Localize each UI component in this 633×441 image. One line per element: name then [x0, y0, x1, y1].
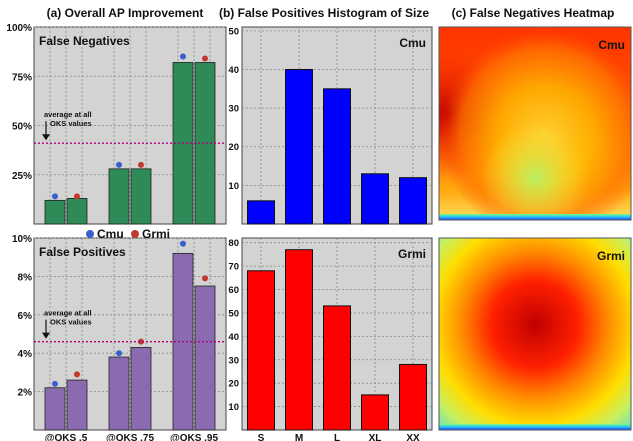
heatmap-cmu: Cmu: [438, 26, 632, 221]
false-positives-bar-grmi-oks-75: [130, 347, 152, 431]
histogram-cmu-ytick-20: 20: [228, 142, 239, 153]
histogram-cmu-bar-m: [285, 68, 313, 225]
false-positives-annotation-line1: average at all: [44, 309, 92, 318]
false-positives-marker-cmu-oks-5: [52, 380, 58, 387]
histogram-cmu-bar-s: [247, 200, 275, 225]
false-positives-marker-cmu-oks-75: [116, 350, 122, 357]
header-c: (c) False Negatives Heatmap: [452, 6, 615, 20]
heatmap-cmu-label: Cmu: [598, 38, 625, 52]
false-positives-marker-grmi-oks-95: [202, 275, 208, 282]
histogram-grmi-ytick-70: 70: [228, 262, 239, 273]
histogram-grmi-ytick-10: 10: [228, 402, 239, 413]
histogram-grmi-bar-m: [285, 249, 313, 431]
false-negatives-annotation-arrow-head: [42, 134, 50, 141]
false-positives-marker-grmi-oks-75: [138, 338, 144, 345]
histogram-grmi-bar-l: [323, 305, 351, 431]
header-a: (a) Overall AP Improvement: [47, 6, 204, 20]
legend-label-grmi: Grmi: [142, 227, 170, 241]
header-b: (b) False Positives Histogram of Size: [219, 6, 429, 20]
false-positives-ytick-8: 8%: [18, 272, 33, 283]
false-negatives-annotation-line2: OKS values: [50, 119, 92, 128]
false-positives-chart: 2% 4% 6% 8% 10% @OKS .5 @OKS .75 @OKS .95 averag…: [12, 234, 227, 441]
false-negatives-ytick-25: 25%: [12, 171, 32, 182]
false-positives-xtick-oks-5: @OKS .5: [45, 433, 88, 441]
false-positives-ytick-2: 2%: [18, 388, 33, 399]
false-positives-ytick-6: 6%: [18, 311, 33, 322]
histogram-grmi-bar-xl: [361, 394, 389, 431]
legend-marker-grmi: [131, 230, 139, 238]
false-negatives-bar-cmu-oks-75: [108, 168, 130, 225]
histogram-grmi-xtick-l: L: [334, 433, 340, 441]
false-negatives-marker-grmi-oks-95: [202, 55, 208, 62]
false-positives-annotation-line2: OKS values: [50, 318, 92, 327]
histogram-cmu-ytick-30: 30: [228, 104, 239, 115]
false-positives-bar-cmu-oks-5: [44, 387, 66, 431]
false-positives-ytick-4: 4%: [18, 349, 33, 360]
heatmap-grmi-label: Grmi: [597, 249, 625, 263]
false-positives-ytick-10: 10%: [12, 234, 32, 245]
false-negatives-bar-grmi-oks-75: [130, 168, 152, 225]
false-negatives-bar-grmi-oks-5: [66, 197, 88, 225]
false-negatives-marker-cmu-oks-95: [180, 53, 186, 60]
false-positives-bar-grmi-oks-5: [66, 379, 88, 431]
histogram-grmi-bar-xx: [399, 363, 427, 431]
histogram-cmu-bar-l: [323, 88, 351, 225]
histogram-cmu-bar-xl: [361, 173, 389, 225]
false-negatives-marker-cmu-oks-75: [116, 161, 122, 168]
false-negatives-ytick-100: 100%: [6, 23, 32, 34]
histogram-cmu-ytick-40: 40: [228, 65, 239, 76]
histogram-grmi-xtick-xx: XX: [406, 433, 420, 441]
histogram-grmi-xtick-xl: XL: [369, 433, 382, 441]
false-negatives-marker-grmi-oks-75: [138, 161, 144, 168]
legend-label-cmu: Cmu: [97, 227, 124, 241]
legend: Cmu Grmi: [86, 227, 170, 241]
false-negatives-marker-grmi-oks-5: [74, 193, 80, 200]
histogram-cmu-ytick-10: 10: [228, 181, 239, 192]
histogram-grmi-bar-s: [247, 270, 275, 431]
false-negatives-marker-cmu-oks-5: [52, 193, 58, 200]
false-negatives-annotation-line1: average at all: [44, 110, 92, 119]
false-positives-bar-grmi-oks-95: [194, 285, 216, 431]
false-negatives-ytick-50: 50%: [12, 122, 32, 133]
false-negatives-title: False Negatives: [39, 34, 130, 48]
histogram-cmu-bar-xx: [399, 177, 427, 225]
histogram-grmi-ytick-60: 60: [228, 285, 239, 296]
histogram-grmi-xtick-m: M: [295, 433, 303, 441]
heatmap-grmi: Grmi: [438, 237, 632, 431]
false-positives-title: False Positives: [39, 245, 126, 259]
histogram-grmi-ytick-40: 40: [228, 332, 239, 343]
false-negatives-ytick-75: 75%: [12, 72, 32, 83]
histogram-cmu-chart: 10 20 30 40 50 Cmu: [228, 26, 433, 225]
false-positives-annotation-arrow-head: [42, 332, 50, 339]
histogram-grmi-ytick-20: 20: [228, 379, 239, 390]
histogram-grmi-chart: 10 20 30 40 50 60 70 80 S M L XL XX Grmi: [228, 237, 433, 441]
false-negatives-bar-cmu-oks-5: [44, 199, 66, 225]
false-positives-marker-cmu-oks-95: [180, 240, 186, 247]
histogram-grmi-ytick-50: 50: [228, 308, 239, 319]
histogram-grmi-xtick-s: S: [258, 433, 265, 441]
histogram-grmi-ytick-30: 30: [228, 355, 239, 366]
histogram-grmi-label: Grmi: [398, 247, 426, 261]
histogram-grmi-ytick-80: 80: [228, 238, 239, 249]
histogram-cmu-ytick-50: 50: [228, 26, 239, 37]
false-positives-xtick-oks-75: @OKS .75: [106, 433, 155, 441]
histogram-cmu-label: Cmu: [399, 36, 426, 50]
false-positives-bar-cmu-oks-75: [108, 356, 130, 431]
legend-marker-cmu: [86, 230, 94, 238]
false-positives-marker-grmi-oks-5: [74, 371, 80, 378]
false-positives-xtick-oks-95: @OKS .95: [170, 433, 219, 441]
